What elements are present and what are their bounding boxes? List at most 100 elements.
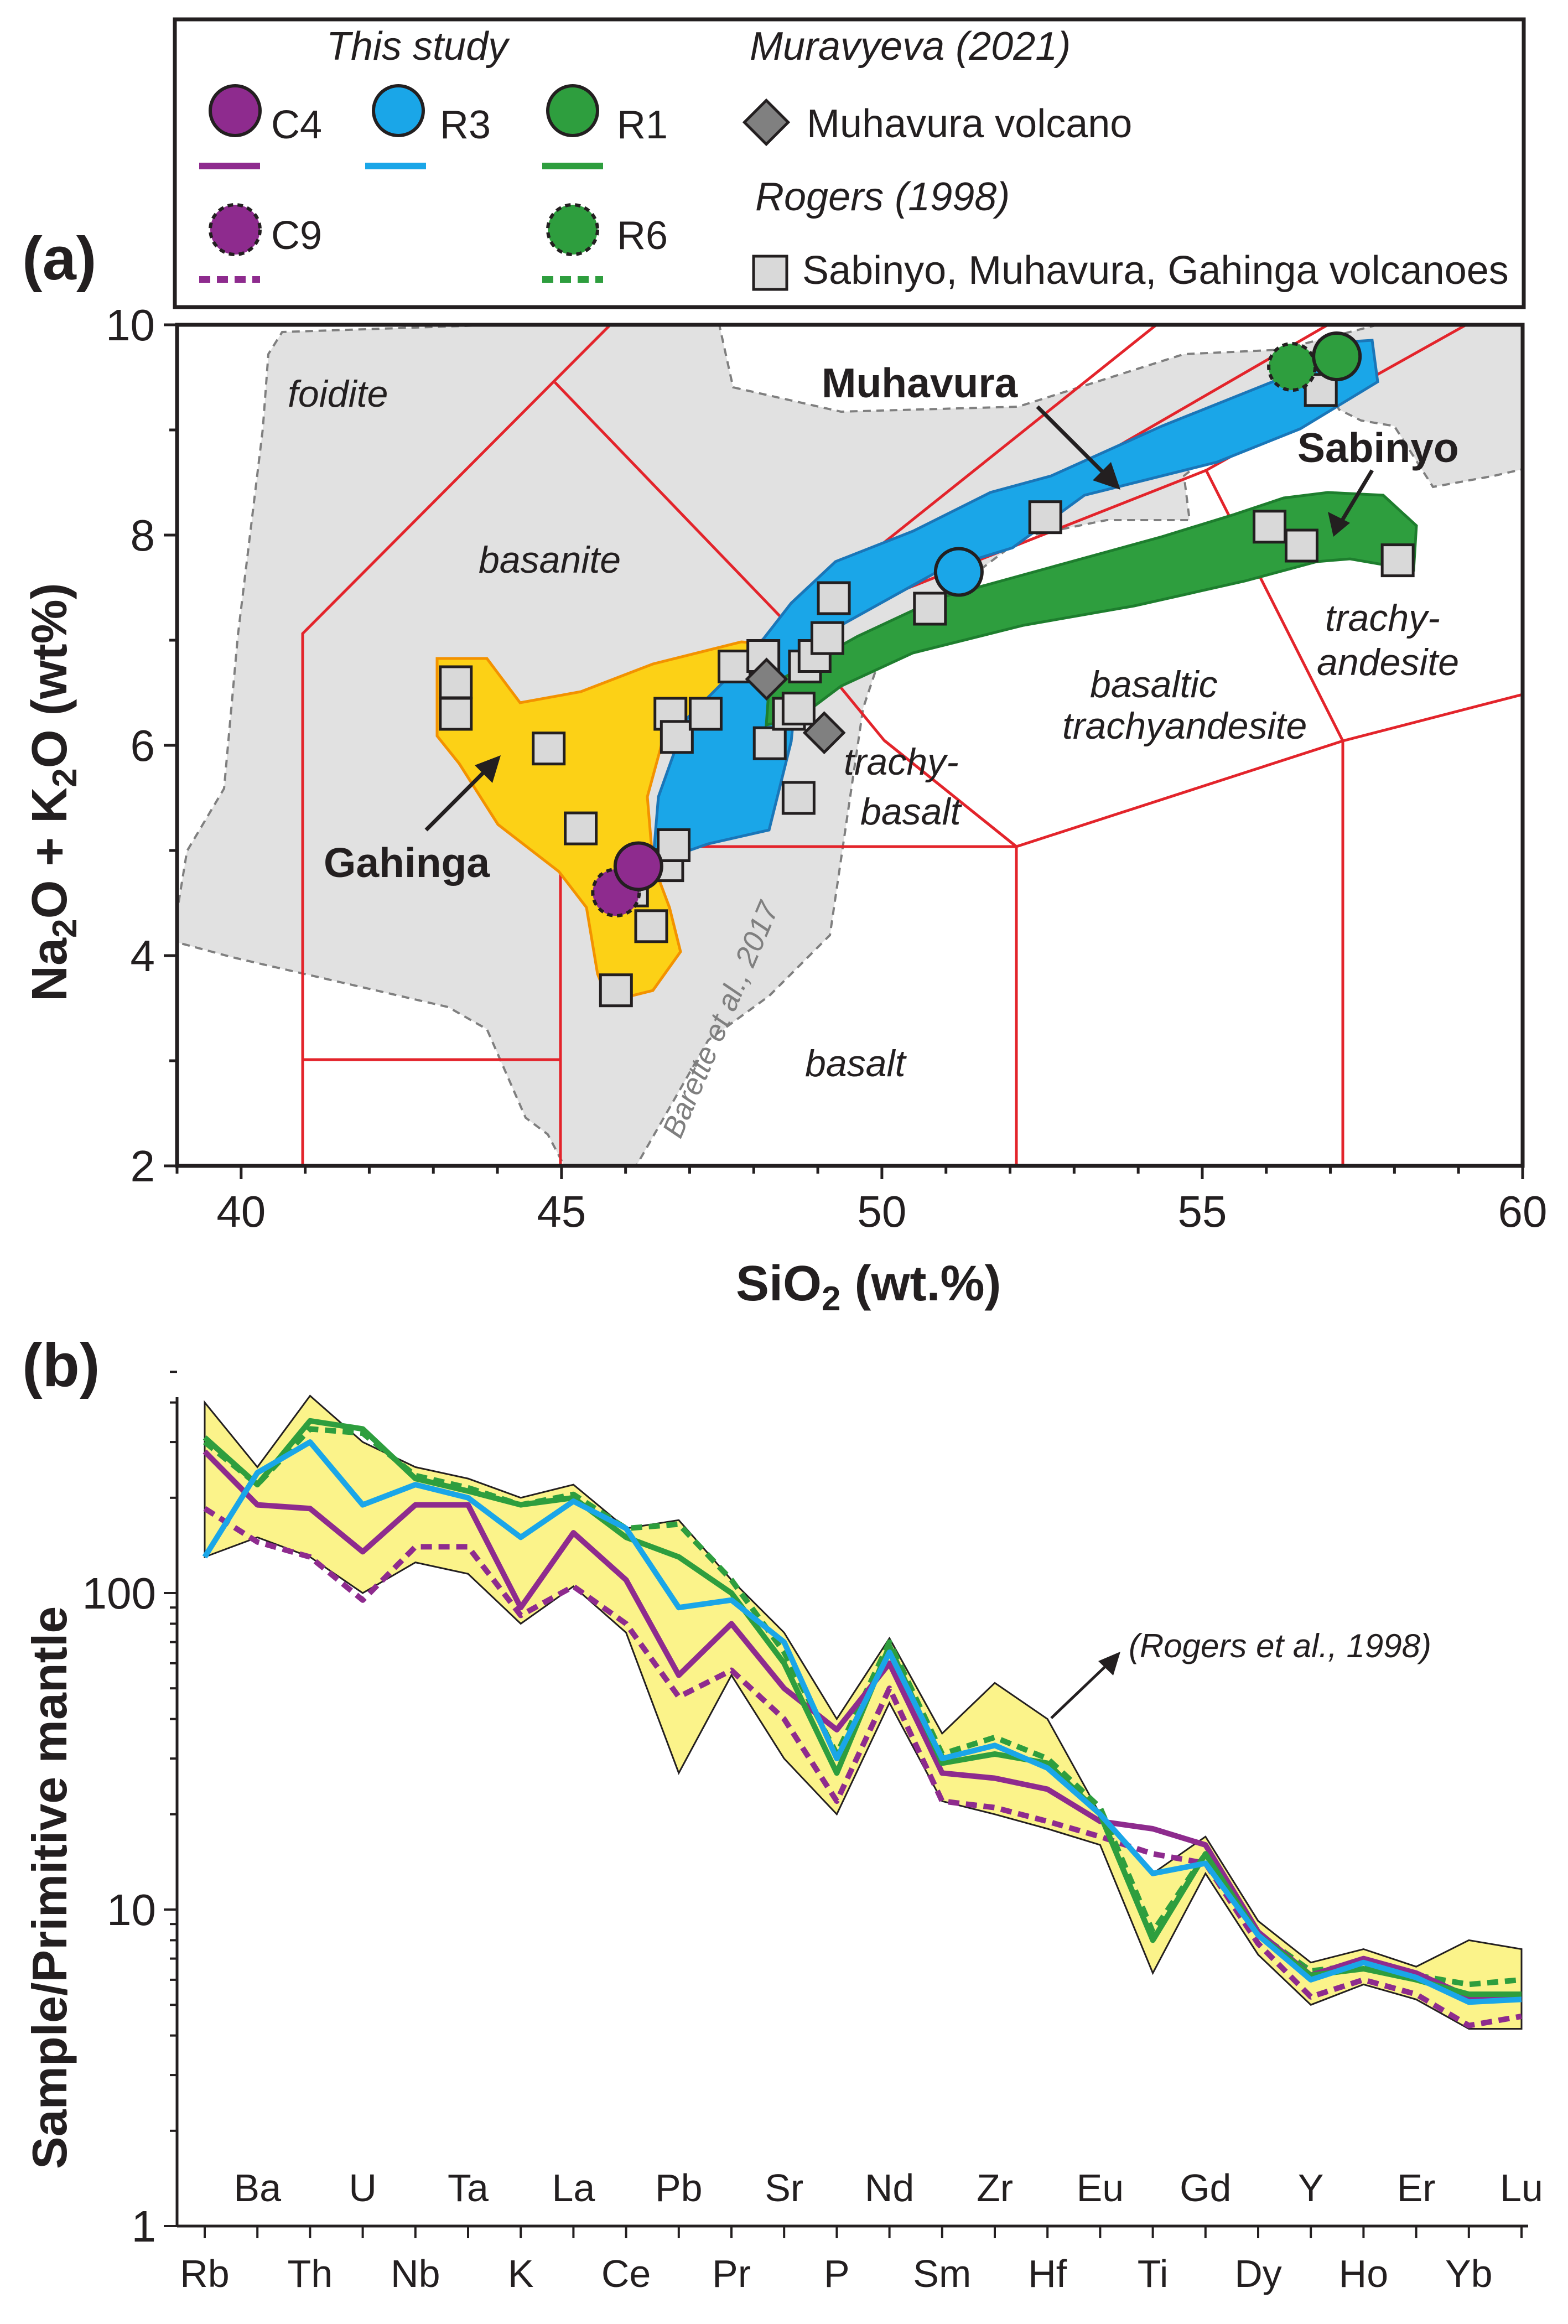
tas-y-tick-label: 10 [106, 300, 155, 350]
element-label-ti: Ti [1138, 2252, 1169, 2295]
spider-line-r3 [202, 1439, 1522, 2005]
label-bta-1: basaltic [1090, 663, 1218, 706]
tas-x-tick-label: 55 [1177, 1187, 1227, 1236]
muhavura-diamond-point [802, 711, 846, 755]
label-muhavura: Muhavura [822, 360, 1019, 406]
label-foidite: foidite [288, 373, 388, 415]
element-label-nd: Nd [865, 2166, 914, 2209]
label-trachybasalt-1: trachy- [844, 741, 959, 783]
rogers-square-point [439, 665, 473, 699]
label-trachybasalt-2: basalt [860, 791, 963, 833]
rogers-square-point [1284, 528, 1318, 563]
element-label-gd: Gd [1180, 2166, 1231, 2209]
tas-points [439, 331, 1415, 1008]
rogers-square-point [781, 692, 816, 725]
legend-diamond-marker [742, 98, 791, 147]
rogers-square-point [564, 811, 598, 845]
element-label-nb: Nb [391, 2252, 440, 2295]
element-label-hf: Hf [1028, 2252, 1067, 2295]
tas-y-tick-label: 4 [131, 931, 155, 981]
rogers-square-point [781, 781, 816, 815]
tas-y-tick-label: 8 [131, 511, 155, 560]
rogers-arrow [1050, 1659, 1113, 1719]
legend-c4-label: C4 [271, 103, 322, 147]
spider-lines [202, 1418, 1522, 2029]
legend-r1-label: R1 [617, 103, 668, 147]
legend-c4-marker [209, 84, 262, 137]
sample-point-r3 [933, 547, 984, 597]
label-bta-2: trachyandesite [1062, 705, 1307, 747]
legend-muravyeva: Muravyeva (2021) [750, 24, 1071, 69]
tas-y-tick-label: 2 [131, 1142, 155, 1191]
legend-this-study: This study [326, 24, 510, 69]
sabinyo-field [765, 491, 1418, 727]
element-label-ba: Ba [233, 2166, 281, 2209]
element-label-eu: Eu [1077, 2166, 1124, 2209]
arrow-sabinyo [1337, 469, 1374, 527]
rogers-square-point [817, 581, 851, 615]
legend-c9-marker [209, 203, 262, 256]
element-label-u: U [349, 2166, 377, 2209]
element-label-rb: Rb [180, 2252, 229, 2295]
rogers-arrow-head [1098, 1652, 1120, 1675]
element-label-la: La [552, 2166, 595, 2209]
label-gahinga: Gahinga [324, 839, 490, 886]
element-label-pb: Pb [655, 2166, 703, 2209]
arrow-gahinga-head [475, 755, 501, 783]
legend-square-marker [752, 255, 788, 291]
sample-point-r1 [1312, 331, 1362, 381]
spider-y-tick-label: 1 [132, 2202, 157, 2251]
tas-x-axis-title: SiO2 (wt.%) [736, 1256, 1001, 1318]
label-basanite: basanite [479, 539, 621, 581]
element-label-sr: Sr [765, 2166, 803, 2209]
tas-axes: 40 45 50 55 60 2 4 6 8 10 [106, 300, 1547, 1236]
rogers-square-point [634, 909, 668, 943]
rogers-square-point [1028, 500, 1062, 535]
spider-line-c9 [203, 1506, 1522, 2029]
arrow-muhavura-head [1093, 462, 1120, 490]
spider-y-tick-label: 10 [107, 1885, 156, 1934]
arrow-gahinga [424, 762, 494, 832]
tas-y-axis-title: Na2O + K2O (wt%) [22, 583, 84, 1002]
legend-r6-marker [546, 203, 599, 256]
rogers-square-point [1253, 510, 1287, 544]
element-label-ho: Ho [1339, 2252, 1388, 2295]
rogers-square-point [752, 726, 787, 760]
rogers-square-point [439, 697, 473, 731]
legend-r3-label: R3 [440, 103, 491, 147]
label-ta-1: trachy- [1325, 597, 1440, 639]
element-label-ta: Ta [448, 2166, 489, 2209]
element-label-y: Y [1298, 2166, 1324, 2209]
tas-line-foidite-basanite [301, 325, 611, 1166]
tas-x-tick-label: 45 [537, 1187, 586, 1236]
rogers-square-point [532, 732, 566, 766]
element-label-lu: Lu [1500, 2166, 1543, 2209]
barette-field [177, 325, 1523, 1166]
rogers-annotation: (Rogers et al., 1998) [1129, 1627, 1431, 1664]
rogers-square-point [660, 720, 694, 754]
rogers-square-point [657, 828, 691, 862]
tas-field-labels: foidite basanite basalt trachy- basalt b… [288, 373, 1459, 1085]
element-label-th: Th [288, 2252, 333, 2295]
tas-x-tick-label: 50 [857, 1187, 906, 1236]
rogers-square-point [810, 621, 844, 655]
gahinga-field [435, 640, 815, 1003]
element-label-sm: Sm [913, 2252, 971, 2295]
tas-x-tick-label: 40 [216, 1187, 266, 1236]
element-label-yb: Yb [1445, 2252, 1493, 2295]
rogers-square-point [599, 973, 633, 1008]
element-label-zr: Zr [977, 2166, 1013, 2209]
tas-line-basanite-bottom [560, 693, 1523, 848]
legend-rogers: Rogers (1998) [755, 175, 1010, 219]
spider-y-axis-title: Sample/Primitive mantle [22, 1606, 77, 2169]
tas-y-tick-label: 6 [131, 721, 155, 770]
element-label-pr: Pr [712, 2252, 751, 2295]
spider-y-tick-label: 100 [82, 1569, 156, 1618]
legend-r6-label: R6 [617, 214, 668, 258]
sample-point-c4 [613, 841, 663, 891]
rogers-square-point [718, 650, 752, 683]
element-label-dy: Dy [1234, 2252, 1282, 2295]
